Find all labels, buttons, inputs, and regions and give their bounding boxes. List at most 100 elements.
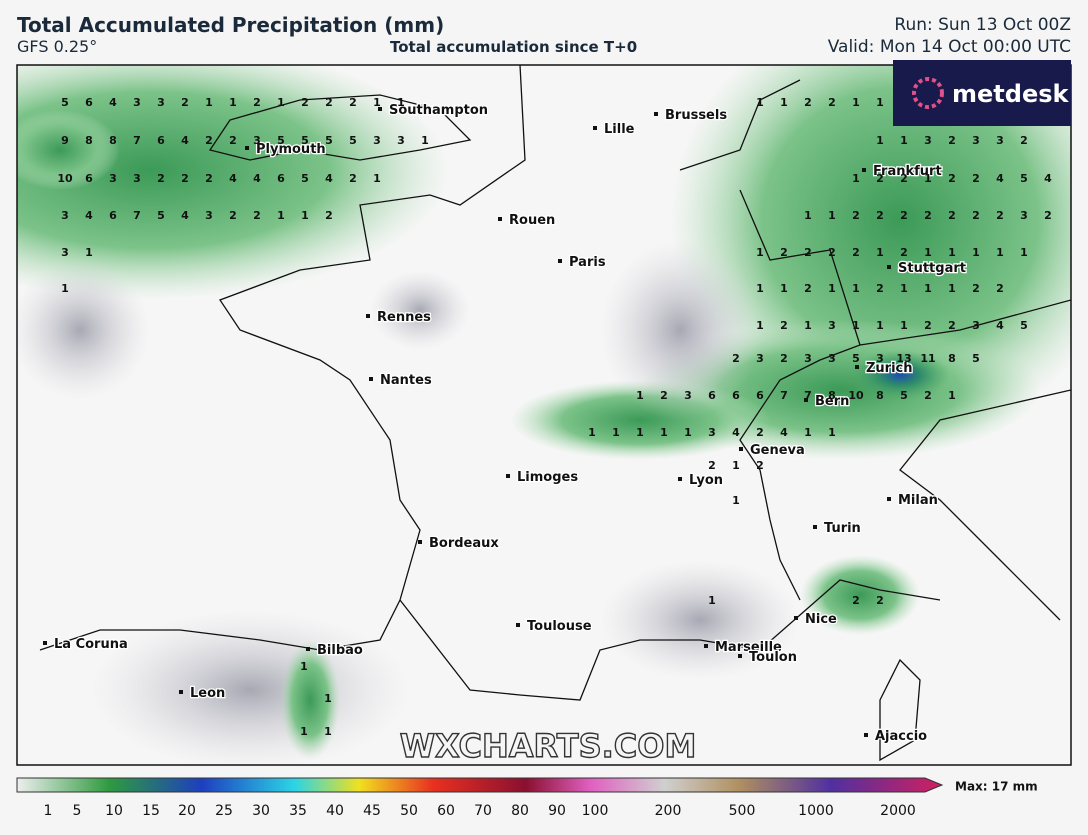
grid-value: 6 [756, 389, 764, 402]
city-marker [804, 398, 808, 402]
grid-value: 3 [972, 134, 980, 147]
grid-value: 3 [828, 352, 836, 365]
grid-value: 2 [924, 389, 932, 402]
grid-value: 1 [804, 209, 812, 222]
grid-value: 1 [397, 96, 405, 109]
logo-box [893, 60, 1071, 126]
colorbar-tick: 5 [73, 803, 82, 819]
grid-value: 3 [133, 172, 141, 185]
grid-value: 2 [852, 594, 860, 607]
grid-value: 2 [205, 172, 213, 185]
grid-value: 2 [804, 96, 812, 109]
grid-value: 2 [253, 209, 261, 222]
city-marker [498, 217, 502, 221]
grid-value: 1 [828, 426, 836, 439]
grid-value: 4 [181, 209, 189, 222]
logo-icon [912, 77, 944, 109]
grid-value: 1 [732, 459, 740, 472]
grid-value: 5 [277, 134, 285, 147]
city-label: Rennes [377, 310, 431, 325]
title: Total Accumulated Precipitation (mm) [17, 13, 445, 37]
grid-value: 13 [896, 352, 911, 365]
grid-value: 2 [852, 246, 860, 259]
grid-value: 2 [756, 459, 764, 472]
city-label: Nantes [380, 373, 432, 388]
city-label: Turin [824, 521, 861, 536]
grid-value: 6 [85, 96, 93, 109]
grid-value: 3 [397, 134, 405, 147]
city-label: Bilbao [317, 643, 363, 658]
grid-value: 2 [780, 319, 788, 332]
grid-value: 4 [996, 172, 1004, 185]
grid-value: 2 [708, 459, 716, 472]
colorbar-tick: 500 [729, 803, 756, 819]
city-marker [678, 477, 682, 481]
grid-value: 5 [1020, 319, 1028, 332]
grid-value: 1 [636, 426, 644, 439]
grid-value: 2 [804, 282, 812, 295]
grid-value: 3 [1020, 209, 1028, 222]
city-marker [506, 474, 510, 478]
grid-value: 1 [948, 389, 956, 402]
city-marker [738, 654, 742, 658]
grid-value: 11 [920, 352, 935, 365]
grid-value: 1 [804, 426, 812, 439]
grid-value: 1 [612, 426, 620, 439]
grid-value: 7 [133, 134, 141, 147]
max-label: Max: 17 mm [955, 780, 1038, 794]
grid-value: 1 [876, 319, 884, 332]
city-label: Limoges [517, 470, 578, 485]
colorbar-tick: 200 [655, 803, 682, 819]
grid-value: 4 [780, 426, 788, 439]
grid-value: 4 [229, 172, 237, 185]
grid-value: 1 [828, 209, 836, 222]
grid-value: 5 [301, 172, 309, 185]
grid-value: 1 [301, 209, 309, 222]
city-label: Lyon [689, 473, 723, 488]
city-label: Bordeaux [429, 536, 499, 551]
grid-value: 2 [325, 209, 333, 222]
grid-value: 2 [924, 319, 932, 332]
city-marker [593, 126, 597, 130]
city-marker [516, 623, 520, 627]
grid-value: 2 [972, 282, 980, 295]
watermark: WXCHARTS.COM [400, 727, 697, 765]
grid-value: 10 [848, 389, 864, 402]
grid-value: 1 [636, 389, 644, 402]
grid-value: 6 [109, 209, 117, 222]
run: Run: Sun 13 Oct 00Z [894, 15, 1071, 35]
grid-value: 1 [780, 96, 788, 109]
grid-value: 1 [948, 246, 956, 259]
precip-field [17, 65, 1071, 765]
city-marker [366, 314, 370, 318]
colorbar-tick: 60 [437, 803, 455, 819]
grid-value: 2 [660, 389, 668, 402]
grid-value: 3 [876, 352, 884, 365]
grid-value: 8 [948, 352, 956, 365]
colorbar-tick: 70 [474, 803, 492, 819]
grid-value: 5 [1020, 172, 1028, 185]
city-label: Rouen [509, 213, 555, 228]
city-marker [654, 112, 658, 116]
grid-value: 7 [133, 209, 141, 222]
grid-value: 3 [708, 426, 716, 439]
grid-value: 1 [373, 172, 381, 185]
city-marker [855, 365, 859, 369]
grid-value: 2 [301, 96, 309, 109]
grid-value: 1 [876, 246, 884, 259]
grid-value: 2 [948, 172, 956, 185]
city-label: Milan [898, 493, 938, 508]
city-marker [306, 647, 310, 651]
grid-value: 3 [61, 246, 69, 259]
city-label: Southampton [389, 103, 488, 118]
grid-value: 3 [756, 352, 764, 365]
grid-value: 9 [61, 134, 69, 147]
city-marker [418, 540, 422, 544]
grid-value: 4 [732, 426, 740, 439]
grid-value: 3 [157, 96, 165, 109]
grid-value: 5 [301, 134, 309, 147]
grid-value: 2 [996, 282, 1004, 295]
grid-value: 1 [780, 282, 788, 295]
grid-value: 3 [133, 96, 141, 109]
